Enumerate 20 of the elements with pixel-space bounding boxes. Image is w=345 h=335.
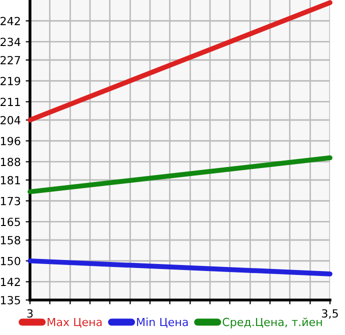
y-tick-label: 158 bbox=[0, 236, 20, 244]
y-tick-label: 188 bbox=[0, 158, 20, 166]
legend-label: Min Цена bbox=[137, 318, 188, 328]
x-tick-label: 3 bbox=[27, 309, 33, 318]
legend-label: Max Цена bbox=[48, 318, 102, 328]
y-tick-label: 219 bbox=[0, 76, 20, 86]
y-tick-label: 234 bbox=[0, 38, 20, 46]
y-tick-label: 135 bbox=[0, 296, 20, 304]
y-tick-label: 227 bbox=[0, 56, 20, 64]
x-tick-label: 3,5 bbox=[322, 309, 338, 319]
legend-label: Сред.Цена, т.йен bbox=[222, 318, 322, 328]
y-tick-label: 142 bbox=[0, 278, 20, 286]
y-tick-label: 150 bbox=[0, 256, 20, 266]
y-tick-label: 242 bbox=[0, 16, 20, 26]
y-tick-label: 181 bbox=[0, 176, 20, 184]
y-tick-label: 173 bbox=[0, 196, 20, 206]
y-tick-label: 204 bbox=[0, 116, 20, 124]
y-tick-label: 165 bbox=[0, 218, 20, 226]
y-tick-label: 196 bbox=[0, 136, 20, 146]
y-tick-label: 211 bbox=[0, 98, 20, 106]
